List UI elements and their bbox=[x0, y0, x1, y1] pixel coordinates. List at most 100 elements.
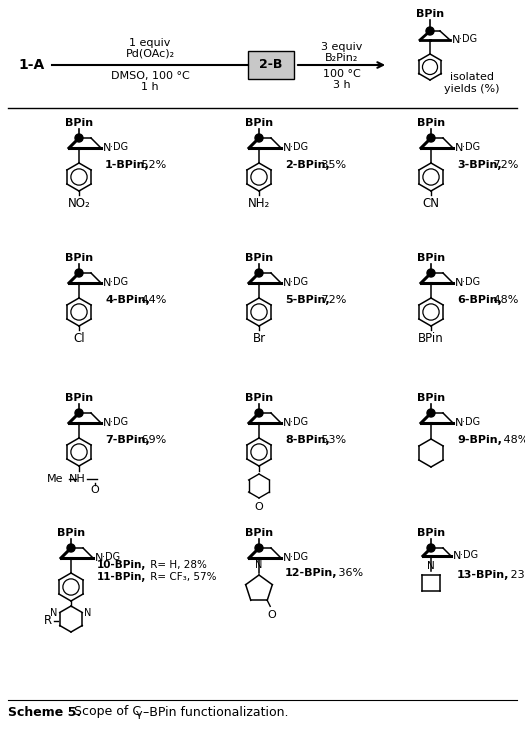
Text: Br: Br bbox=[253, 332, 266, 345]
Text: Scheme 5.: Scheme 5. bbox=[8, 705, 81, 719]
Text: ·DG: ·DG bbox=[290, 417, 308, 427]
Circle shape bbox=[255, 544, 263, 552]
Text: ·DG: ·DG bbox=[462, 277, 480, 287]
Text: ·DG: ·DG bbox=[102, 552, 120, 562]
Text: 1 h: 1 h bbox=[141, 82, 159, 92]
Text: N: N bbox=[427, 561, 435, 571]
Text: 2-BPin,: 2-BPin, bbox=[285, 160, 330, 170]
Text: BPin: BPin bbox=[65, 393, 93, 403]
Text: NH: NH bbox=[69, 474, 86, 484]
Text: DMSO, 100 °C: DMSO, 100 °C bbox=[111, 71, 190, 81]
Text: 7-BPin,: 7-BPin, bbox=[105, 435, 150, 445]
Text: BPin: BPin bbox=[245, 528, 273, 538]
Text: ·DG: ·DG bbox=[290, 142, 308, 152]
Text: 3 h: 3 h bbox=[333, 80, 351, 90]
Text: O: O bbox=[268, 610, 277, 621]
Text: BPin: BPin bbox=[245, 393, 273, 403]
Text: Me: Me bbox=[47, 474, 63, 484]
Circle shape bbox=[67, 544, 75, 552]
Text: 72%: 72% bbox=[490, 160, 519, 170]
Text: 52%: 52% bbox=[138, 160, 166, 170]
Circle shape bbox=[75, 269, 83, 277]
Text: BPin: BPin bbox=[57, 528, 85, 538]
Text: R: R bbox=[44, 615, 52, 627]
Circle shape bbox=[427, 134, 435, 142]
Text: 53%: 53% bbox=[318, 435, 346, 445]
Circle shape bbox=[255, 409, 263, 417]
Text: BPin: BPin bbox=[417, 528, 445, 538]
Text: γ: γ bbox=[136, 709, 143, 719]
Text: ·DG: ·DG bbox=[110, 277, 128, 287]
Text: 3-BPin,: 3-BPin, bbox=[457, 160, 501, 170]
Text: ·DG: ·DG bbox=[290, 552, 308, 562]
Text: N: N bbox=[255, 560, 262, 570]
Text: 11-BPin,: 11-BPin, bbox=[97, 572, 146, 582]
Text: Cl: Cl bbox=[73, 332, 85, 345]
Text: 8-BPin,: 8-BPin, bbox=[285, 435, 330, 445]
Text: N: N bbox=[283, 418, 291, 428]
Text: Pd(OAc)₂: Pd(OAc)₂ bbox=[125, 49, 174, 59]
Text: 1-BPin,: 1-BPin, bbox=[105, 160, 150, 170]
Text: 6-BPin,: 6-BPin, bbox=[457, 295, 502, 305]
Text: BPin: BPin bbox=[417, 118, 445, 128]
Text: 69%: 69% bbox=[138, 435, 166, 445]
Text: ·DG: ·DG bbox=[290, 277, 308, 287]
Text: N: N bbox=[283, 278, 291, 288]
Text: 13-BPin,: 13-BPin, bbox=[457, 570, 509, 580]
Text: 9-BPin,: 9-BPin, bbox=[457, 435, 502, 445]
Circle shape bbox=[427, 544, 435, 552]
Text: BPin: BPin bbox=[417, 253, 445, 263]
Circle shape bbox=[75, 409, 83, 417]
Text: N: N bbox=[50, 607, 58, 618]
Text: N: N bbox=[95, 553, 103, 563]
Circle shape bbox=[427, 269, 435, 277]
Text: –BPin functionalization.: –BPin functionalization. bbox=[143, 705, 289, 719]
Text: NO₂: NO₂ bbox=[68, 197, 90, 210]
Text: ·DG: ·DG bbox=[110, 142, 128, 152]
Text: 5-BPin,: 5-BPin, bbox=[285, 295, 330, 305]
Text: 44%: 44% bbox=[138, 295, 166, 305]
Text: R= CF₃, 57%: R= CF₃, 57% bbox=[147, 572, 216, 582]
Circle shape bbox=[427, 409, 435, 417]
Text: N: N bbox=[455, 143, 464, 153]
Text: N: N bbox=[455, 418, 464, 428]
Text: N: N bbox=[453, 551, 461, 561]
Text: O: O bbox=[91, 485, 99, 495]
Text: 1 equiv: 1 equiv bbox=[129, 38, 171, 48]
Text: N: N bbox=[283, 143, 291, 153]
Circle shape bbox=[426, 27, 434, 35]
Text: BPin: BPin bbox=[416, 9, 444, 19]
Text: 10-BPin,: 10-BPin, bbox=[97, 560, 146, 570]
Text: 35%: 35% bbox=[318, 160, 346, 170]
Text: 12-BPin,: 12-BPin, bbox=[285, 568, 338, 578]
Text: R= H, 28%: R= H, 28% bbox=[147, 560, 207, 570]
Text: BPin: BPin bbox=[418, 332, 444, 345]
Text: N: N bbox=[103, 143, 111, 153]
Text: BPin: BPin bbox=[417, 393, 445, 403]
Text: 1-A: 1-A bbox=[18, 58, 44, 72]
Text: N: N bbox=[455, 278, 464, 288]
Text: ·DG: ·DG bbox=[462, 417, 480, 427]
Text: NH₂: NH₂ bbox=[248, 197, 270, 210]
Text: 48%: 48% bbox=[490, 295, 519, 305]
Text: N: N bbox=[452, 35, 460, 45]
Circle shape bbox=[255, 134, 263, 142]
Text: 48%: 48% bbox=[500, 435, 525, 445]
Text: ·DG: ·DG bbox=[460, 550, 478, 560]
Text: O: O bbox=[255, 502, 264, 512]
Text: 3 equiv: 3 equiv bbox=[321, 42, 363, 52]
Text: N: N bbox=[84, 607, 92, 618]
Text: 72%: 72% bbox=[318, 295, 346, 305]
Text: 36%: 36% bbox=[335, 568, 363, 578]
FancyBboxPatch shape bbox=[248, 51, 294, 79]
Text: B₂Pin₂: B₂Pin₂ bbox=[326, 53, 359, 63]
Text: Scope of C: Scope of C bbox=[70, 705, 141, 719]
Text: BPin: BPin bbox=[245, 253, 273, 263]
Text: BPin: BPin bbox=[65, 253, 93, 263]
Text: BPin: BPin bbox=[65, 118, 93, 128]
Text: 4-BPin,: 4-BPin, bbox=[105, 295, 150, 305]
Text: BPin: BPin bbox=[245, 118, 273, 128]
Text: 100 °C: 100 °C bbox=[323, 69, 361, 79]
Text: ·DG: ·DG bbox=[110, 417, 128, 427]
Text: N: N bbox=[283, 553, 291, 563]
